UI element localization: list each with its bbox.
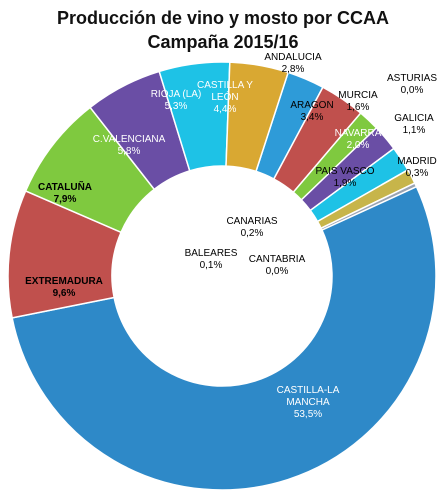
label-navarra: NAVARRA 2,0%	[335, 128, 382, 151]
slice-castilla-y-leon	[225, 61, 290, 173]
label-madrid: MADRID 0,3%	[397, 156, 436, 179]
label-andalucia: ANDALUCIA 2,8%	[264, 52, 322, 75]
donut-slices	[7, 61, 437, 491]
slice-labels: ANDALUCIA 2,8% ARAGON 3,4%MURCIA 1,6% NAVARRA…	[25, 52, 437, 420]
label-cantabria: CANTABRIA 0,0%	[249, 254, 306, 277]
slice-castilla-la-mancha	[11, 185, 437, 491]
label-baleares: BALEARES 0,1%	[185, 248, 238, 271]
label-cataluna: CATALUÑA 7,9%	[38, 180, 92, 205]
label-aragon: ARAGON 3,4%	[290, 100, 333, 123]
label-extremadura: EXTREMADURA 9,6%	[25, 276, 103, 299]
label-c-valenciana: C.VALENCIANA 5,8%	[93, 134, 166, 157]
label-rioja-la: RIOJA (LA) 5,3%	[151, 89, 202, 112]
label-castilla-y-leon: CASTILLA Y LEÓN 4,4%	[197, 80, 253, 115]
chart-subtitle: Campaña 2015/16	[147, 32, 298, 52]
chart-title: Producción de vino y mosto por CCAA	[57, 8, 389, 28]
label-asturias: ASTURIAS 0,0%	[387, 73, 437, 96]
label-murcia: MURCIA 1,6%	[338, 90, 378, 113]
label-castilla-la-mancha: CASTILLA-LA MANCHA 53,5%	[277, 385, 340, 420]
label-pais-vasco: PAIS VASCO 1,9%	[315, 166, 374, 189]
label-canarias: CANARIAS 0,2%	[226, 216, 277, 239]
label-galicia: GALICIA 1,1%	[394, 113, 434, 136]
